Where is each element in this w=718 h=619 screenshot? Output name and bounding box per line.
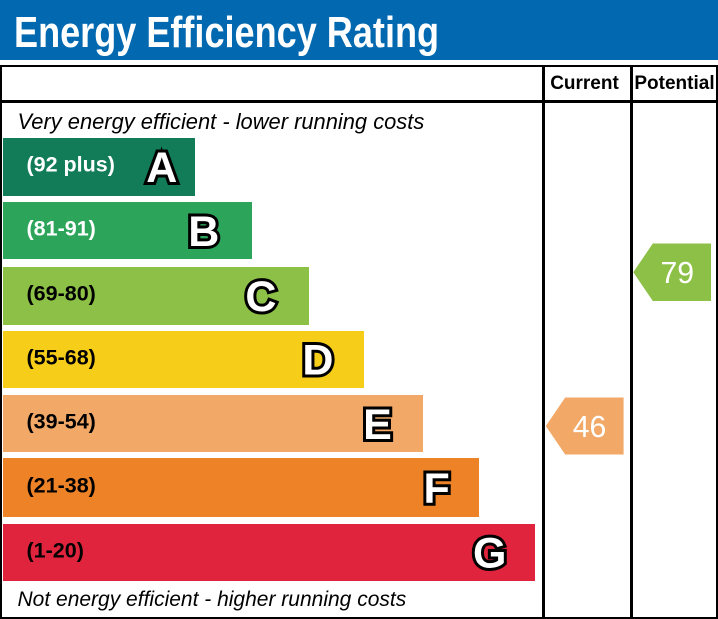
svg-text:G: G [473,530,506,578]
svg-text:79: 79 [661,257,695,290]
svg-text:B: B [188,208,219,256]
svg-text:E: E [363,401,392,449]
svg-text:A: A [146,144,177,192]
svg-text:D: D [302,337,333,385]
svg-text:C: C [245,273,276,321]
svg-text:46: 46 [573,411,607,444]
svg-text:F: F [424,465,450,513]
